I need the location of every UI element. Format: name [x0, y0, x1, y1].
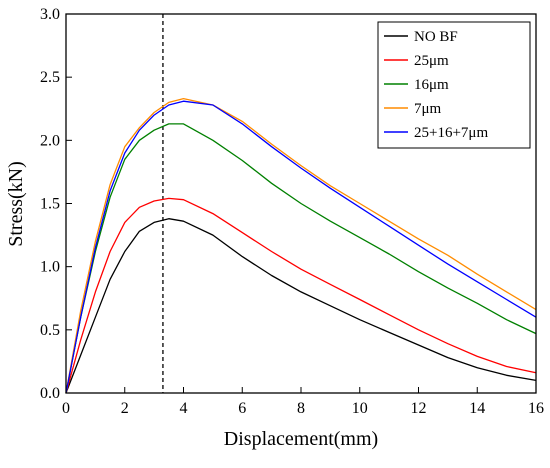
- x-tick-label: 16: [528, 400, 544, 417]
- x-tick-label: 12: [411, 400, 427, 417]
- y-tick-label: 2.0: [40, 132, 60, 149]
- y-tick-label: 0.0: [40, 385, 60, 402]
- x-tick-label: 0: [62, 400, 70, 417]
- series-line-1: [65, 197, 537, 394]
- x-axis-title: Displacement(mm): [224, 428, 378, 450]
- series-line-3: [65, 97, 537, 394]
- legend-label: 16μm: [414, 77, 449, 93]
- series-line-4: [65, 100, 537, 394]
- x-tick-label: 14: [469, 400, 485, 417]
- x-tick-label: 6: [238, 400, 246, 417]
- x-tick-label: 4: [180, 400, 188, 417]
- y-tick-label: 1.5: [40, 196, 60, 213]
- legend-label: 25+16+7μm: [414, 125, 488, 141]
- x-tick-label: 10: [352, 400, 368, 417]
- series-line-0: [65, 218, 537, 394]
- legend-label: 7μm: [414, 101, 442, 117]
- x-tick-label: 2: [121, 400, 129, 417]
- axis-ticks-group: 0 2 4 6 8 10 12 14 16 0.0 0.5 1.0 1.5 2.0 2.5 3.0: [40, 6, 544, 417]
- y-tick-label: 3.0: [40, 6, 60, 23]
- series-group: [65, 97, 537, 394]
- y-tick-label: 1.0: [40, 259, 60, 276]
- y-axis-title: Stress(kN): [5, 161, 27, 247]
- y-tick-label: 0.5: [40, 322, 60, 339]
- legend-label: 25μm: [414, 53, 449, 69]
- y-tick-label: 2.5: [40, 69, 60, 86]
- series-line-2: [65, 123, 537, 394]
- legend-box: [377, 21, 531, 149]
- legend: NO BF 25μm 16μm 7μm 25+16+7μm: [377, 21, 531, 149]
- x-tick-label: 8: [297, 400, 305, 417]
- legend-label: NO BF: [414, 29, 458, 45]
